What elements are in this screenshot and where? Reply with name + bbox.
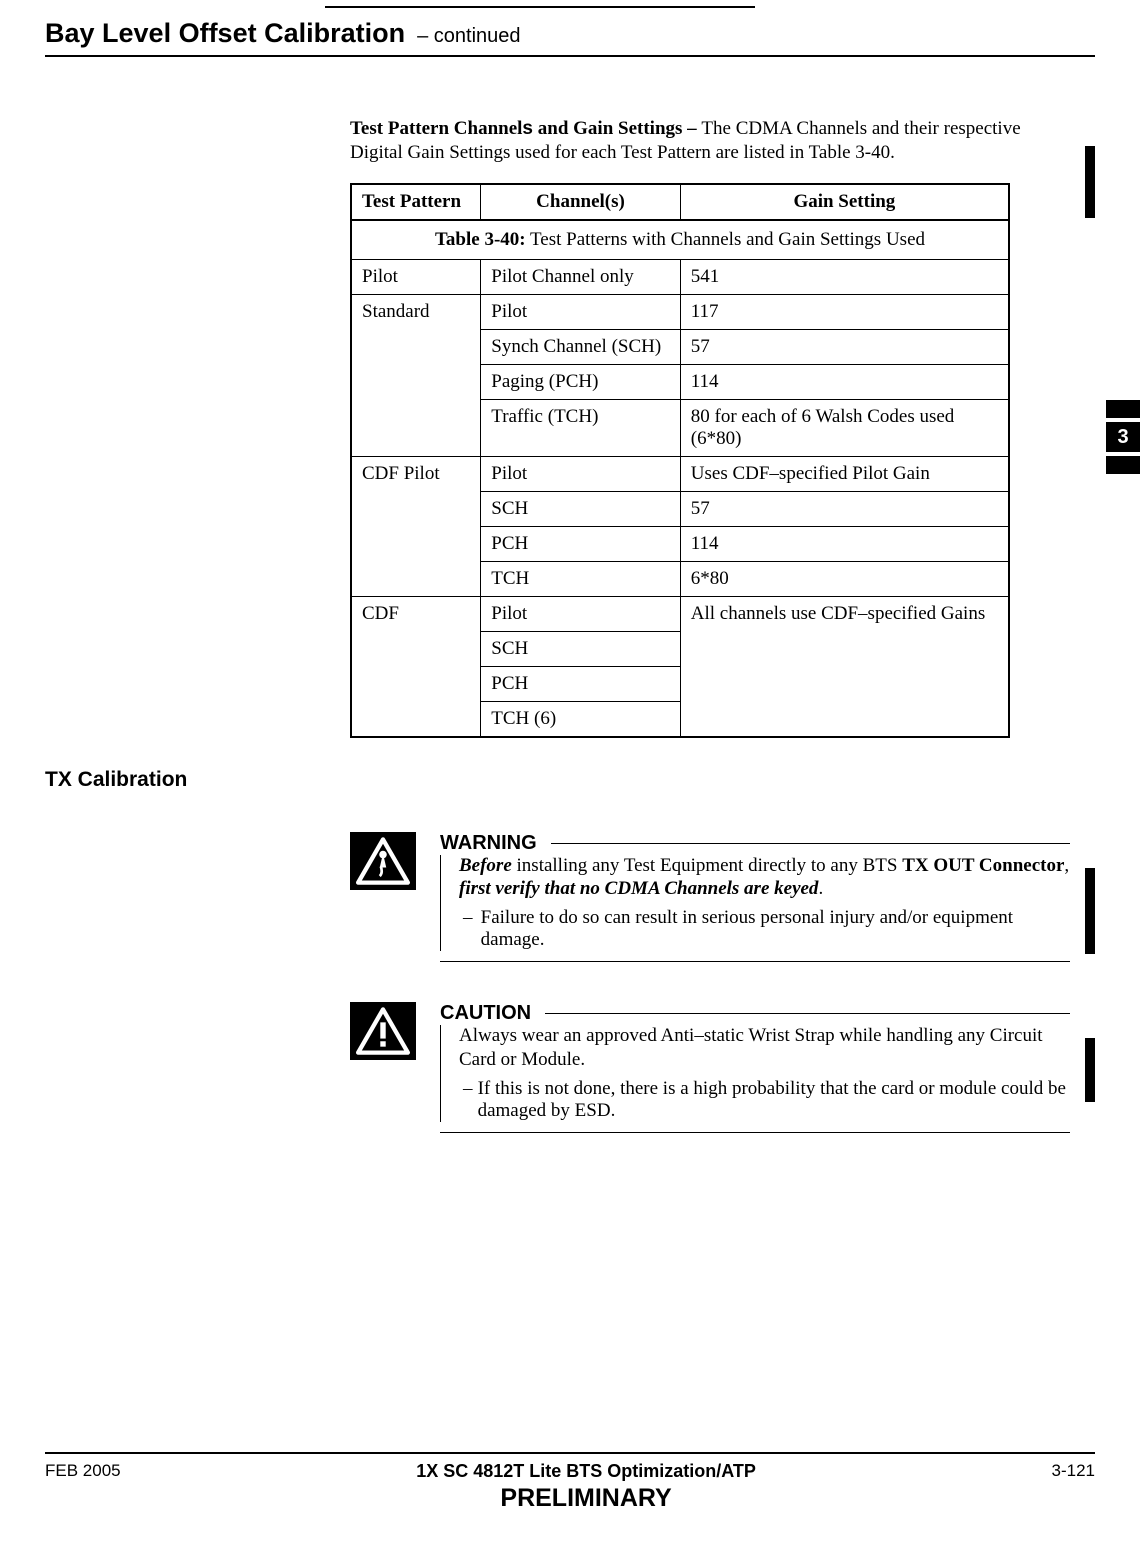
footer-page-number: 3-121 bbox=[1052, 1461, 1095, 1481]
footer-preliminary: PRELIMINARY bbox=[416, 1484, 756, 1513]
table-row: Standard Pilot 117 bbox=[351, 294, 1009, 329]
intro-paragraph: Test Pattern Channels and Gain Settings … bbox=[350, 117, 1070, 165]
table-header-row: Test Pattern Channel(s) Gain Setting bbox=[351, 184, 1009, 220]
caution-callout: CAUTION Always wear an approved Anti–sta… bbox=[45, 1002, 1095, 1133]
caution-icon bbox=[350, 1002, 416, 1060]
intro-lead-1: Test Pattern Channel bbox=[350, 118, 522, 139]
chapter-number: 3 bbox=[1106, 422, 1140, 452]
chapter-tab: 3 bbox=[1106, 400, 1140, 474]
table-caption: Table 3-40: Test Patterns with Channels … bbox=[351, 220, 1009, 260]
th-test-pattern: Test Pattern bbox=[351, 184, 481, 220]
th-gain: Gain Setting bbox=[680, 184, 1009, 220]
section-heading: TX Calibration bbox=[45, 768, 1095, 792]
revision-bar bbox=[1085, 868, 1095, 954]
footer-doc-title: 1X SC 4812T Lite BTS Optimization/ATP bbox=[416, 1461, 756, 1482]
page-footer: FEB 2005 1X SC 4812T Lite BTS Optimizati… bbox=[45, 1461, 1095, 1513]
header-title: Bay Level Offset Calibration bbox=[45, 18, 405, 49]
header-continued: – continued bbox=[417, 25, 520, 48]
caution-label: CAUTION bbox=[422, 1002, 545, 1025]
revision-bar bbox=[1085, 146, 1095, 218]
revision-bar bbox=[1085, 1038, 1095, 1102]
warning-callout: WARNING Before installing any Test Equip… bbox=[45, 832, 1095, 963]
caution-dash-text: If this is not done, there is a high pro… bbox=[478, 1078, 1070, 1122]
table-row: CDF Pilot All channels use CDF–specified… bbox=[351, 596, 1009, 631]
page-header: Bay Level Offset Calibration – continued bbox=[45, 8, 1095, 55]
table-row: CDF Pilot Pilot Uses CDF–specified Pilot… bbox=[351, 456, 1009, 491]
warning-label: WARNING bbox=[422, 832, 551, 855]
warning-icon bbox=[350, 832, 416, 890]
table-row: Pilot Pilot Channel only 541 bbox=[351, 259, 1009, 294]
warning-dash-text: Failure to do so can result in serious p… bbox=[481, 907, 1070, 951]
warning-text: Before installing any Test Equipment dir… bbox=[440, 854, 1070, 952]
th-channels: Channel(s) bbox=[481, 184, 681, 220]
intro-lead-2: and Gain Settings – bbox=[533, 118, 701, 139]
footer-date: FEB 2005 bbox=[45, 1461, 121, 1481]
caution-text: Always wear an approved Anti–static Wris… bbox=[440, 1024, 1070, 1122]
gain-settings-table: Table 3-40: Test Patterns with Channels … bbox=[350, 183, 1010, 738]
intro-lead-s: s bbox=[522, 118, 533, 139]
